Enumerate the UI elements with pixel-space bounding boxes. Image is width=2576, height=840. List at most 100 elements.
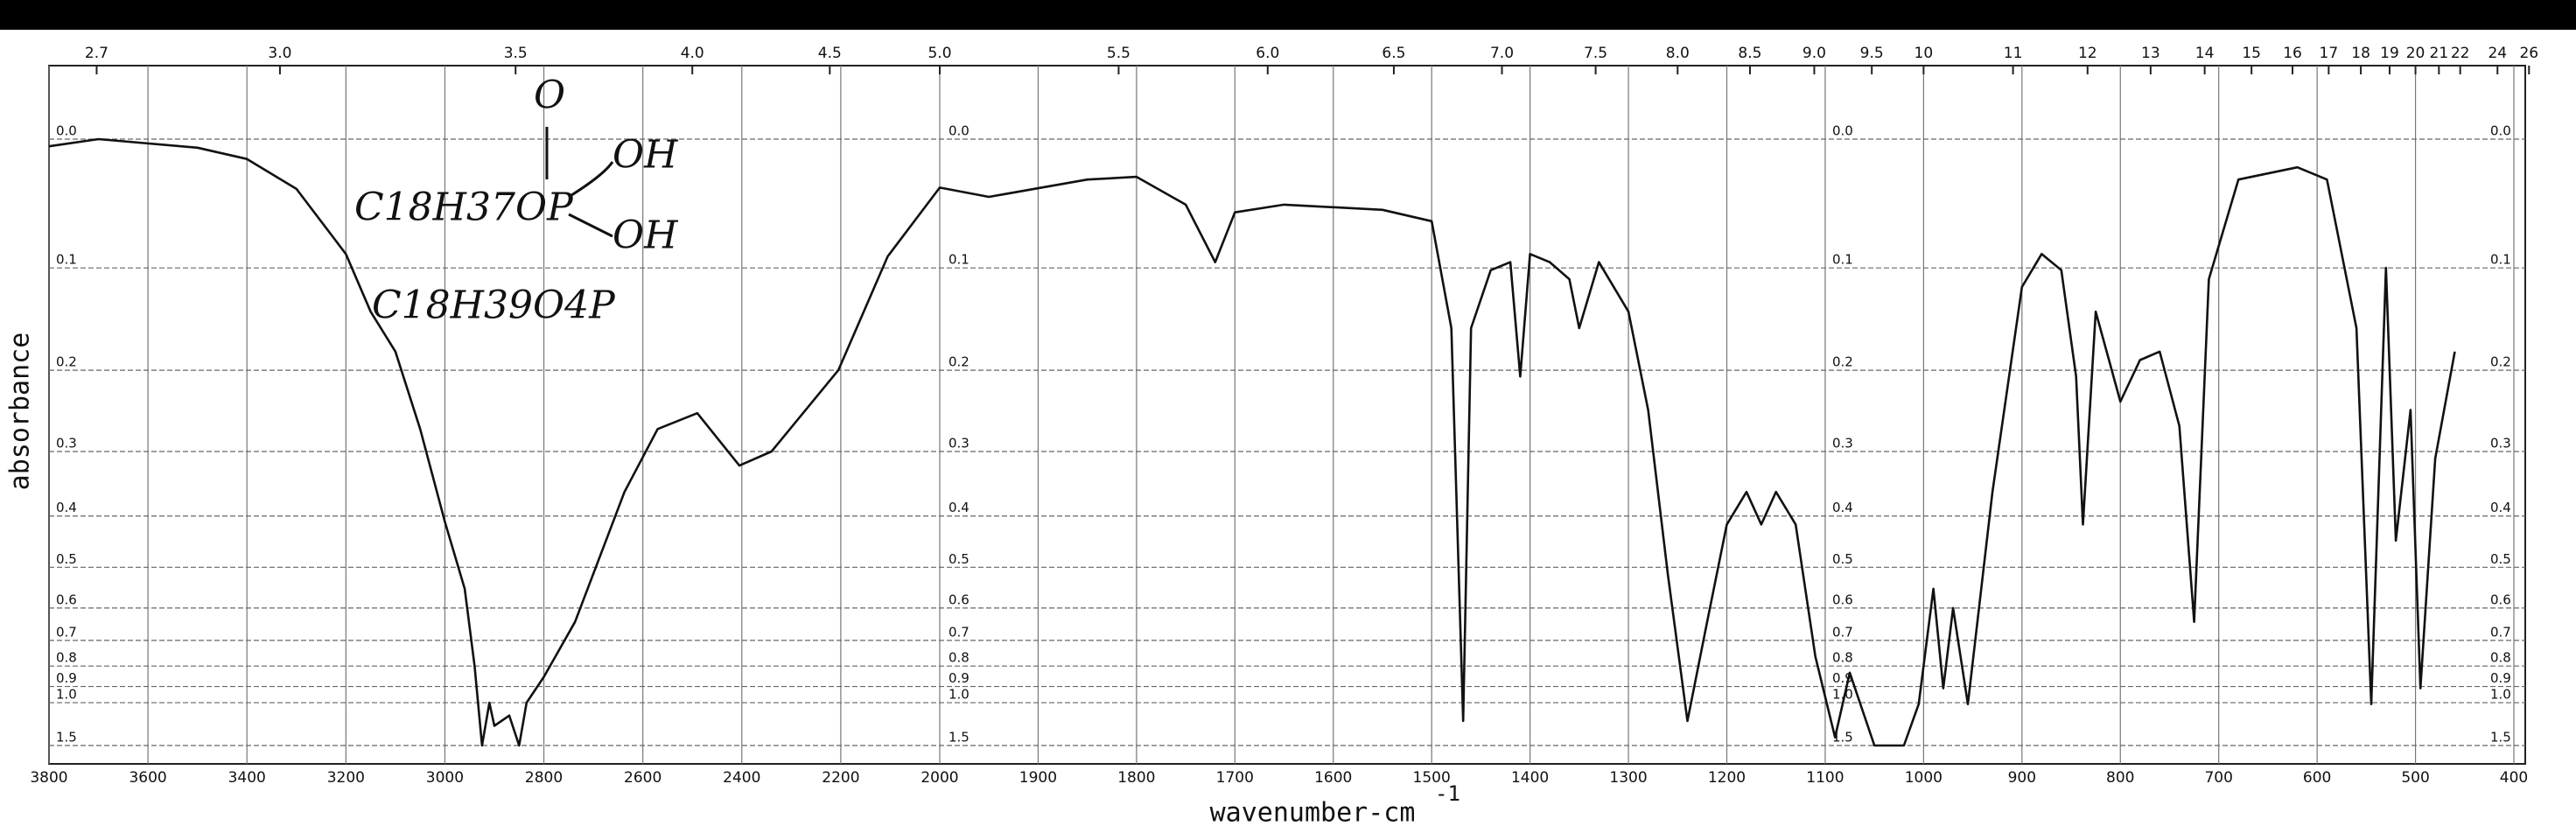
x-axis-label-exponent: -1 — [1435, 781, 1460, 806]
x-tick-label: 800 — [2106, 769, 2134, 787]
x2-tick-label: 7.0 — [1490, 45, 1514, 62]
x2-tick-label: 6.0 — [1256, 45, 1279, 62]
x2-tick-label: 18 — [2351, 45, 2370, 62]
y-tick-label: 0.3 — [1832, 435, 1853, 451]
x2-tick-label: 12 — [2078, 45, 2097, 62]
y-tick-label: 0.1 — [1832, 252, 1853, 268]
y-tick-label: 0.7 — [948, 624, 970, 640]
x-tick-label: 1700 — [1216, 769, 1254, 787]
y-tick-label: 0.6 — [2490, 592, 2511, 607]
x-axis-label: wavenumber-cm — [1210, 798, 1416, 829]
annotation: OH — [612, 133, 679, 178]
y-tick-label: 1.5 — [1832, 730, 1853, 746]
x-tick-label: 500 — [2401, 769, 2429, 787]
plot-frame — [48, 65, 2526, 765]
x-tick-label: 1100 — [1806, 769, 1844, 787]
x-tick-label: 3000 — [426, 769, 464, 787]
x2-tick-label: 9.5 — [1860, 45, 1884, 62]
annotation: C18H39O4P — [372, 284, 616, 328]
y-tick-label: 0.9 — [2490, 670, 2511, 686]
x-tick-label: 1500 — [1413, 769, 1451, 787]
y-tick-label: 1.5 — [948, 730, 970, 746]
y-tick-label: 0.8 — [948, 650, 970, 666]
y-tick-label: 1.5 — [2490, 730, 2511, 746]
x2-tick-label: 21 — [2430, 45, 2449, 62]
y-tick-label: 0.2 — [948, 354, 970, 370]
x-tick-label: 3800 — [30, 769, 67, 787]
x-tick-label: 1600 — [1314, 769, 1352, 787]
x2-tick-label: 8.0 — [1666, 45, 1690, 62]
y-tick-label: 0.5 — [2490, 551, 2511, 567]
x-tick-label: 1400 — [1511, 769, 1549, 787]
x-tick-label: 1300 — [1609, 769, 1647, 787]
x2-tick-label: 14 — [2195, 45, 2215, 62]
x-tick-label: 1800 — [1117, 769, 1155, 787]
y-tick-label: 0.5 — [1832, 551, 1853, 567]
y-tick-label: 0.7 — [56, 624, 77, 640]
y-tick-label: 0.7 — [1832, 624, 1853, 640]
x2-tick-label: 4.0 — [681, 45, 704, 62]
x-tick-label: 2800 — [525, 769, 563, 787]
x2-tick-label: 8.5 — [1738, 45, 1761, 62]
y-tick-label: 0.1 — [56, 252, 77, 268]
y-tick-label: 0.6 — [56, 592, 77, 607]
x2-tick-label: 3.5 — [504, 45, 528, 62]
y-tick-label: 0.4 — [2490, 500, 2511, 515]
x2-tick-label: 15 — [2242, 45, 2261, 62]
top-bar — [0, 0, 2576, 30]
y-tick-label: 0.8 — [56, 650, 77, 666]
y-tick-label: 0.8 — [2490, 650, 2511, 666]
x2-tick-label: 5.5 — [1107, 45, 1130, 62]
x-tick-label: 600 — [2303, 769, 2331, 787]
x2-tick-label: 2.7 — [85, 45, 108, 62]
y-tick-label: 0.9 — [948, 670, 970, 686]
y-tick-label: 0.3 — [948, 435, 970, 451]
y-axis-label: absorbance — [5, 332, 36, 491]
y-tick-label: 0.5 — [948, 551, 970, 567]
y-tick-label: 0.6 — [948, 592, 970, 607]
x-tick-label: 2400 — [723, 769, 760, 787]
y-tick-label: 0.0 — [56, 123, 77, 139]
y-tick-label: 0.2 — [56, 354, 77, 370]
grid — [48, 66, 2525, 764]
annotation: C18H37OP — [354, 186, 574, 230]
x2-tick-label: 11 — [2004, 45, 2023, 62]
y-tick-label: 0.9 — [56, 670, 77, 686]
x2-tick-label: 13 — [2141, 45, 2160, 62]
y-tick-label: 0.2 — [1832, 354, 1853, 370]
x2-tick-label: 6.5 — [1382, 45, 1405, 62]
x-tick-label: 1200 — [1708, 769, 1746, 787]
y-tick-label: 0.3 — [2490, 435, 2511, 451]
y-tick-label: 1.0 — [2490, 687, 2511, 703]
x-tick-label: 700 — [2204, 769, 2232, 787]
x-tick-label: 2200 — [822, 769, 859, 787]
x2-tick-label: 22 — [2451, 45, 2470, 62]
x2-tick-label: 4.5 — [818, 45, 842, 62]
x-tick-label: 3600 — [129, 769, 166, 787]
y-tick-label: 0.1 — [2490, 252, 2511, 268]
y-tick-label: 0.0 — [1832, 123, 1853, 139]
y-tick-label: 0.4 — [948, 500, 970, 515]
x2-tick-label: 16 — [2283, 45, 2302, 62]
y-tick-label: 0.1 — [948, 252, 970, 268]
y-tick-label: 0.0 — [948, 123, 970, 139]
annotations: O C18H37OP OH OH C18H39O4P — [354, 74, 679, 328]
x-tick-label: 3400 — [228, 769, 266, 787]
y-tick-label: 0.2 — [2490, 354, 2511, 370]
y-tick-label: 0.8 — [1832, 650, 1853, 666]
annotation: OH — [612, 214, 679, 258]
y-tick-label: 0.6 — [1832, 592, 1853, 607]
y-tick-label: 0.7 — [2490, 624, 2511, 640]
annotation-stroke — [545, 127, 614, 238]
spectrum-line — [48, 137, 2456, 747]
y-tick-label: 0.4 — [1832, 500, 1853, 515]
x2-tick-label: 19 — [2380, 45, 2399, 62]
annotation: O — [534, 74, 565, 118]
x-tick-label: 1000 — [1905, 769, 1942, 787]
ticks: 3800 3600 3400 3200 3000 2800 2600 2400 2200 2000… — [30, 45, 2538, 787]
x2-tick-label: 9.0 — [1802, 45, 1826, 62]
x2-tick-label: 17 — [2320, 45, 2339, 62]
y-tick-label: 0.3 — [56, 435, 77, 451]
x-tick-label: 400 — [2500, 769, 2528, 787]
